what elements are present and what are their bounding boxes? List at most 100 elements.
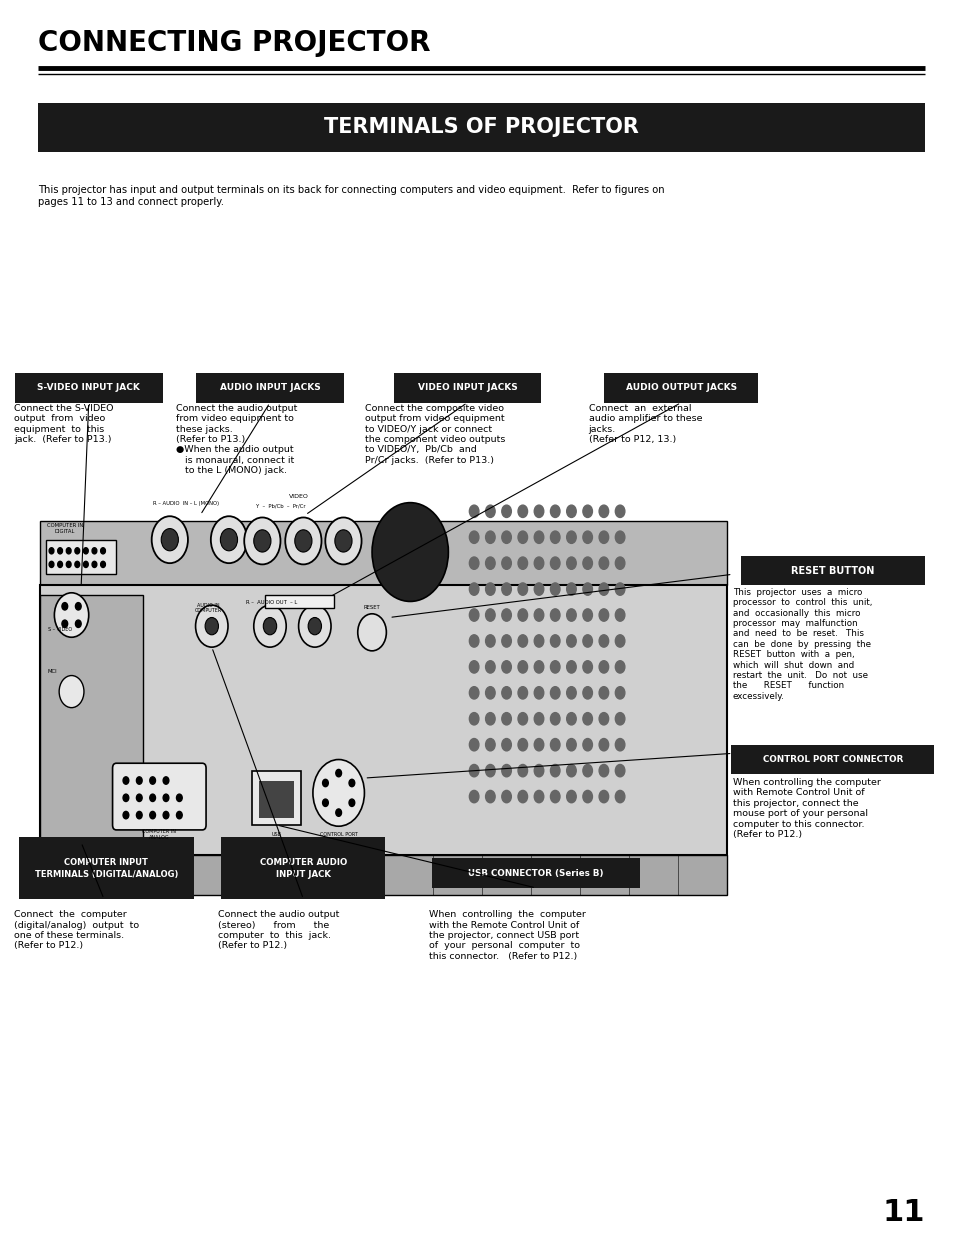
Circle shape <box>550 713 559 725</box>
Circle shape <box>582 583 592 595</box>
Text: VIDEO: VIDEO <box>289 494 308 499</box>
Circle shape <box>357 614 386 651</box>
Circle shape <box>123 794 129 802</box>
Circle shape <box>485 583 495 595</box>
Circle shape <box>469 635 478 647</box>
Circle shape <box>517 739 527 751</box>
Circle shape <box>150 811 155 819</box>
Circle shape <box>615 635 624 647</box>
Circle shape <box>100 548 105 553</box>
Circle shape <box>469 713 478 725</box>
Circle shape <box>163 777 169 784</box>
Circle shape <box>598 713 608 725</box>
Circle shape <box>582 661 592 673</box>
Circle shape <box>517 557 527 569</box>
Circle shape <box>550 557 559 569</box>
Circle shape <box>253 605 286 647</box>
Circle shape <box>598 531 608 543</box>
Circle shape <box>244 517 280 564</box>
Circle shape <box>469 531 478 543</box>
Circle shape <box>54 593 89 637</box>
FancyBboxPatch shape <box>112 763 206 830</box>
Text: CONTROL PORT CONNECTOR: CONTROL PORT CONNECTOR <box>761 755 902 764</box>
Circle shape <box>598 583 608 595</box>
Circle shape <box>485 609 495 621</box>
Circle shape <box>136 794 142 802</box>
Bar <box>221 837 385 899</box>
Circle shape <box>485 739 495 751</box>
Bar <box>40 521 726 585</box>
Circle shape <box>58 561 63 568</box>
Circle shape <box>313 760 364 826</box>
Circle shape <box>136 777 142 784</box>
Circle shape <box>485 661 495 673</box>
Circle shape <box>335 769 341 777</box>
Text: This  projector  uses  a  micro
processor  to  control  this  unit,
and  occasio: This projector uses a micro processor to… <box>732 588 871 700</box>
Circle shape <box>75 620 81 627</box>
Text: Connect the composite video
output from video equipment
to VIDEO/Y jack or conne: Connect the composite video output from … <box>365 404 505 464</box>
Circle shape <box>469 764 478 777</box>
Circle shape <box>152 516 188 563</box>
Circle shape <box>534 505 543 517</box>
Bar <box>40 855 726 895</box>
Circle shape <box>176 794 182 802</box>
Circle shape <box>582 764 592 777</box>
Circle shape <box>501 713 511 725</box>
Circle shape <box>615 713 624 725</box>
Text: R – AUDIO  IN – L (MONO): R – AUDIO IN – L (MONO) <box>152 501 218 506</box>
Circle shape <box>263 618 276 635</box>
Circle shape <box>469 583 478 595</box>
Circle shape <box>598 505 608 517</box>
Circle shape <box>150 794 155 802</box>
Circle shape <box>598 609 608 621</box>
Circle shape <box>501 739 511 751</box>
Bar <box>259 781 294 818</box>
Circle shape <box>550 635 559 647</box>
Circle shape <box>566 505 576 517</box>
Circle shape <box>92 561 97 568</box>
Circle shape <box>285 517 321 564</box>
Circle shape <box>534 609 543 621</box>
Circle shape <box>550 661 559 673</box>
Circle shape <box>469 609 478 621</box>
Circle shape <box>62 603 68 610</box>
Circle shape <box>67 561 71 568</box>
Circle shape <box>501 635 511 647</box>
Circle shape <box>550 531 559 543</box>
Circle shape <box>84 561 89 568</box>
Circle shape <box>582 609 592 621</box>
Circle shape <box>598 635 608 647</box>
Circle shape <box>163 811 169 819</box>
Text: COMPUTER IN
DIGITAL: COMPUTER IN DIGITAL <box>47 524 83 534</box>
Circle shape <box>582 713 592 725</box>
Circle shape <box>100 561 105 568</box>
Bar <box>19 837 193 899</box>
Circle shape <box>582 505 592 517</box>
Bar <box>730 745 933 774</box>
Circle shape <box>485 764 495 777</box>
Circle shape <box>372 503 448 601</box>
Circle shape <box>615 531 624 543</box>
Bar <box>40 595 143 845</box>
Circle shape <box>566 661 576 673</box>
Circle shape <box>220 529 237 551</box>
Circle shape <box>615 505 624 517</box>
Circle shape <box>92 548 97 553</box>
Bar <box>15 373 162 403</box>
Circle shape <box>469 739 478 751</box>
Text: RESET BUTTON: RESET BUTTON <box>790 566 874 576</box>
Circle shape <box>136 811 142 819</box>
Circle shape <box>517 764 527 777</box>
Circle shape <box>74 561 80 568</box>
Circle shape <box>501 557 511 569</box>
Circle shape <box>469 557 478 569</box>
Circle shape <box>566 557 576 569</box>
Circle shape <box>195 605 228 647</box>
Circle shape <box>294 530 312 552</box>
Circle shape <box>582 739 592 751</box>
Circle shape <box>59 676 84 708</box>
Bar <box>38 103 924 152</box>
Text: This projector has input and output terminals on its back for connecting compute: This projector has input and output term… <box>38 185 664 206</box>
Circle shape <box>615 687 624 699</box>
Circle shape <box>615 557 624 569</box>
